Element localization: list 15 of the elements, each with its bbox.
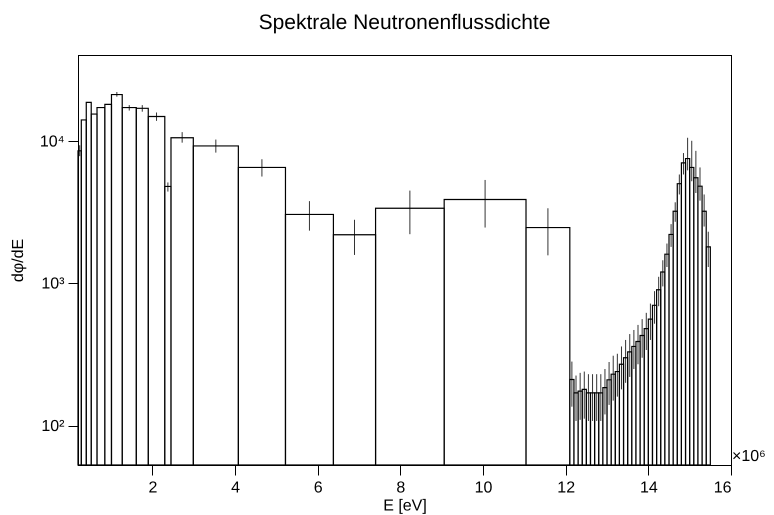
x-tick-label: 12 [557,480,576,496]
x-axis-title: E [eV] [383,498,427,514]
x-tick-label: 14 [640,480,658,496]
chart-title: Spektrale Neutronenflussdichte [258,11,550,34]
y-axis-title: dφ/dE [10,238,27,282]
y-tick-label: 10² [41,418,66,436]
text: ×10⁶ [732,448,766,465]
y-tick-label: 10⁴ [40,133,65,150]
x-tick-label: 16 [714,480,732,496]
y-tick-label: 10³ [41,276,66,293]
x-tick-label: 6 [314,480,323,496]
x-tick-label: 4 [231,480,240,496]
x-tick-label: 10 [474,480,493,496]
x-tick-label: 8 [396,480,406,496]
x-tick-label: 2 [148,480,158,496]
